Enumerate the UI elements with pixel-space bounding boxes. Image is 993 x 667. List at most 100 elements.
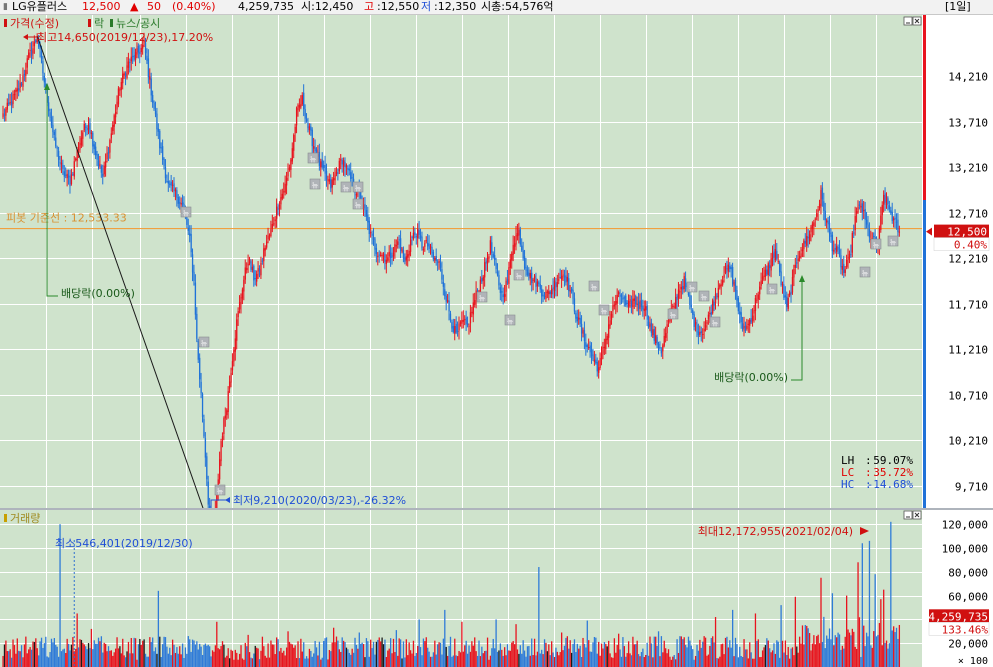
volume-bar xyxy=(585,647,587,667)
volume-bar xyxy=(888,643,891,667)
volume-bar xyxy=(157,590,160,667)
news-marker-box xyxy=(667,308,679,320)
candle-body xyxy=(854,216,856,231)
candle-body xyxy=(248,258,251,264)
news-marker-icon[interactable]: 뉴 xyxy=(588,280,600,292)
candle-body xyxy=(847,256,849,260)
panel-separator[interactable] xyxy=(0,508,993,510)
candle-body xyxy=(895,221,898,223)
news-marker-icon[interactable]: 뉴 xyxy=(859,266,871,278)
news-marker-icon[interactable]: 뉴 xyxy=(476,291,488,303)
candle-body xyxy=(113,115,115,127)
candle-body xyxy=(425,240,427,242)
news-marker-icon[interactable]: 뉴 xyxy=(870,238,882,250)
candle-body xyxy=(160,147,162,149)
volume-bar xyxy=(677,652,680,667)
volume-bar xyxy=(840,649,842,667)
news-marker-icon[interactable]: 뉴 xyxy=(766,283,778,295)
candle-body xyxy=(434,257,436,261)
news-marker-icon[interactable]: 뉴 xyxy=(698,290,710,302)
volume-bar xyxy=(273,644,275,667)
high-low-connector xyxy=(36,35,212,532)
news-marker-icon[interactable]: 뉴 xyxy=(307,152,319,164)
news-marker-icon[interactable]: 뉴 xyxy=(513,269,525,281)
candle-body xyxy=(173,183,175,192)
candle-body xyxy=(459,322,462,324)
candle-body xyxy=(689,294,691,305)
price-axis[interactable] xyxy=(922,15,993,508)
news-marker-icon[interactable]: 뉴 xyxy=(352,181,364,193)
news-marker-icon[interactable]: 뉴 xyxy=(598,304,610,316)
collapse-icon[interactable]: ▮ xyxy=(3,2,8,12)
volume-bar xyxy=(348,652,350,667)
period-selector[interactable]: [1일] xyxy=(945,0,971,13)
minimize-icon[interactable] xyxy=(903,16,913,26)
volume-bar xyxy=(92,649,94,667)
legend-dividend[interactable]: 락 xyxy=(94,17,104,30)
news-marker-text: 뉴 xyxy=(355,202,362,210)
volume-bar xyxy=(545,642,547,667)
candle-body xyxy=(823,201,825,211)
volume-bar xyxy=(231,650,234,667)
news-marker-icon[interactable]: 뉴 xyxy=(340,181,352,193)
news-marker-text: 뉴 xyxy=(201,340,208,348)
candle-body xyxy=(609,320,611,326)
volume-bar xyxy=(801,625,804,667)
volume-bar xyxy=(552,652,554,667)
news-marker-icon[interactable]: 뉴 xyxy=(198,336,210,348)
candle-body xyxy=(79,142,81,150)
candle-body xyxy=(767,263,769,276)
volume-tick-label: 20,000 xyxy=(948,638,988,651)
volume-bar xyxy=(821,641,824,667)
volume-bar xyxy=(875,636,878,667)
candle-body xyxy=(72,174,74,176)
volume-bar xyxy=(806,625,808,667)
news-marker-icon[interactable]: 뉴 xyxy=(180,206,192,218)
candle-body xyxy=(653,329,655,341)
news-marker-icon[interactable]: 뉴 xyxy=(709,316,721,328)
legend-price[interactable]: 가격(수정) xyxy=(10,17,59,30)
volume-bar xyxy=(834,635,836,667)
candle-body xyxy=(549,291,551,295)
low-price: :12,350 xyxy=(434,0,477,13)
news-marker-icon[interactable]: 뉴 xyxy=(667,308,679,320)
candle-body xyxy=(612,305,614,312)
volume-bar xyxy=(870,645,872,667)
stock-name[interactable]: LG유플러스 xyxy=(12,0,68,13)
news-marker-icon[interactable]: 뉴 xyxy=(309,178,321,190)
price-plot-area[interactable] xyxy=(0,15,922,508)
news-marker-icon[interactable]: 뉴 xyxy=(887,235,899,247)
volume-bar xyxy=(724,637,727,667)
news-marker-icon[interactable]: 뉴 xyxy=(686,281,698,293)
volume-bar xyxy=(777,641,779,667)
candle-body xyxy=(643,308,645,312)
volume-bar xyxy=(184,647,187,667)
volume-axis[interactable] xyxy=(922,510,993,667)
news-marker-icon[interactable]: 뉴 xyxy=(504,314,516,326)
volume-bar xyxy=(147,656,150,667)
candle-body xyxy=(716,296,718,298)
minimize-icon[interactable] xyxy=(903,510,913,520)
candle-body xyxy=(582,329,584,334)
candle-body xyxy=(241,289,244,299)
volume-bar xyxy=(169,647,171,667)
volume-bar xyxy=(637,654,640,667)
legend-news[interactable]: 뉴스/공시 xyxy=(116,17,160,30)
volume-bar xyxy=(62,649,64,667)
candle-body xyxy=(672,305,674,307)
legend-volume[interactable]: 거래량 xyxy=(10,512,40,525)
news-marker-icon[interactable]: 뉴 xyxy=(214,484,226,496)
arrow-right-icon xyxy=(860,527,869,535)
candle-body xyxy=(176,190,178,198)
candle-body xyxy=(583,330,586,341)
volume-bar xyxy=(437,644,439,667)
candle-body xyxy=(236,319,238,341)
volume-bar xyxy=(736,644,738,667)
news-marker-icon[interactable]: 뉴 xyxy=(352,198,364,210)
volume-bar xyxy=(810,650,812,667)
volume-bar xyxy=(422,638,425,667)
candle-body xyxy=(790,291,792,295)
volume-bar xyxy=(197,649,199,667)
candle-body xyxy=(522,250,524,259)
candle-body xyxy=(139,51,141,55)
